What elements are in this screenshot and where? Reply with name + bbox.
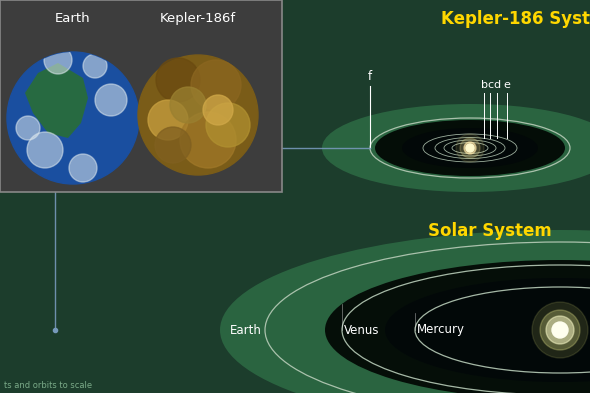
- Ellipse shape: [375, 120, 565, 176]
- Circle shape: [7, 52, 139, 184]
- Circle shape: [464, 142, 476, 154]
- Circle shape: [456, 134, 484, 162]
- Circle shape: [170, 87, 206, 123]
- Circle shape: [532, 302, 588, 358]
- Circle shape: [180, 112, 236, 168]
- Ellipse shape: [325, 260, 590, 393]
- Circle shape: [44, 46, 72, 74]
- Circle shape: [83, 54, 107, 78]
- Circle shape: [16, 116, 40, 140]
- FancyBboxPatch shape: [0, 0, 282, 192]
- Circle shape: [95, 84, 127, 116]
- Circle shape: [540, 310, 580, 350]
- Text: Kepler-186 System: Kepler-186 System: [441, 10, 590, 28]
- Circle shape: [191, 60, 241, 110]
- Ellipse shape: [220, 230, 590, 393]
- Circle shape: [546, 316, 574, 344]
- Text: f: f: [368, 70, 372, 83]
- Circle shape: [69, 154, 97, 182]
- Text: Earth: Earth: [55, 12, 91, 25]
- Circle shape: [138, 55, 258, 175]
- Circle shape: [552, 322, 568, 338]
- Circle shape: [148, 100, 188, 140]
- Text: c: c: [487, 80, 493, 90]
- Text: Venus: Venus: [344, 323, 379, 336]
- Circle shape: [460, 138, 480, 158]
- Text: Kepler-186f: Kepler-186f: [160, 12, 236, 25]
- Ellipse shape: [322, 104, 590, 192]
- Circle shape: [203, 95, 233, 125]
- Circle shape: [155, 127, 191, 163]
- Text: d: d: [493, 80, 500, 90]
- Polygon shape: [25, 63, 88, 138]
- Circle shape: [466, 144, 474, 152]
- Text: Solar System: Solar System: [428, 222, 552, 240]
- Text: b: b: [480, 80, 487, 90]
- Ellipse shape: [402, 128, 538, 168]
- Text: ts and orbits to scale: ts and orbits to scale: [4, 381, 92, 390]
- Circle shape: [156, 58, 200, 102]
- Circle shape: [206, 103, 250, 147]
- Text: Mercury: Mercury: [417, 323, 465, 336]
- Text: Earth: Earth: [230, 323, 262, 336]
- Text: e: e: [503, 80, 510, 90]
- Ellipse shape: [385, 278, 590, 382]
- Circle shape: [27, 132, 63, 168]
